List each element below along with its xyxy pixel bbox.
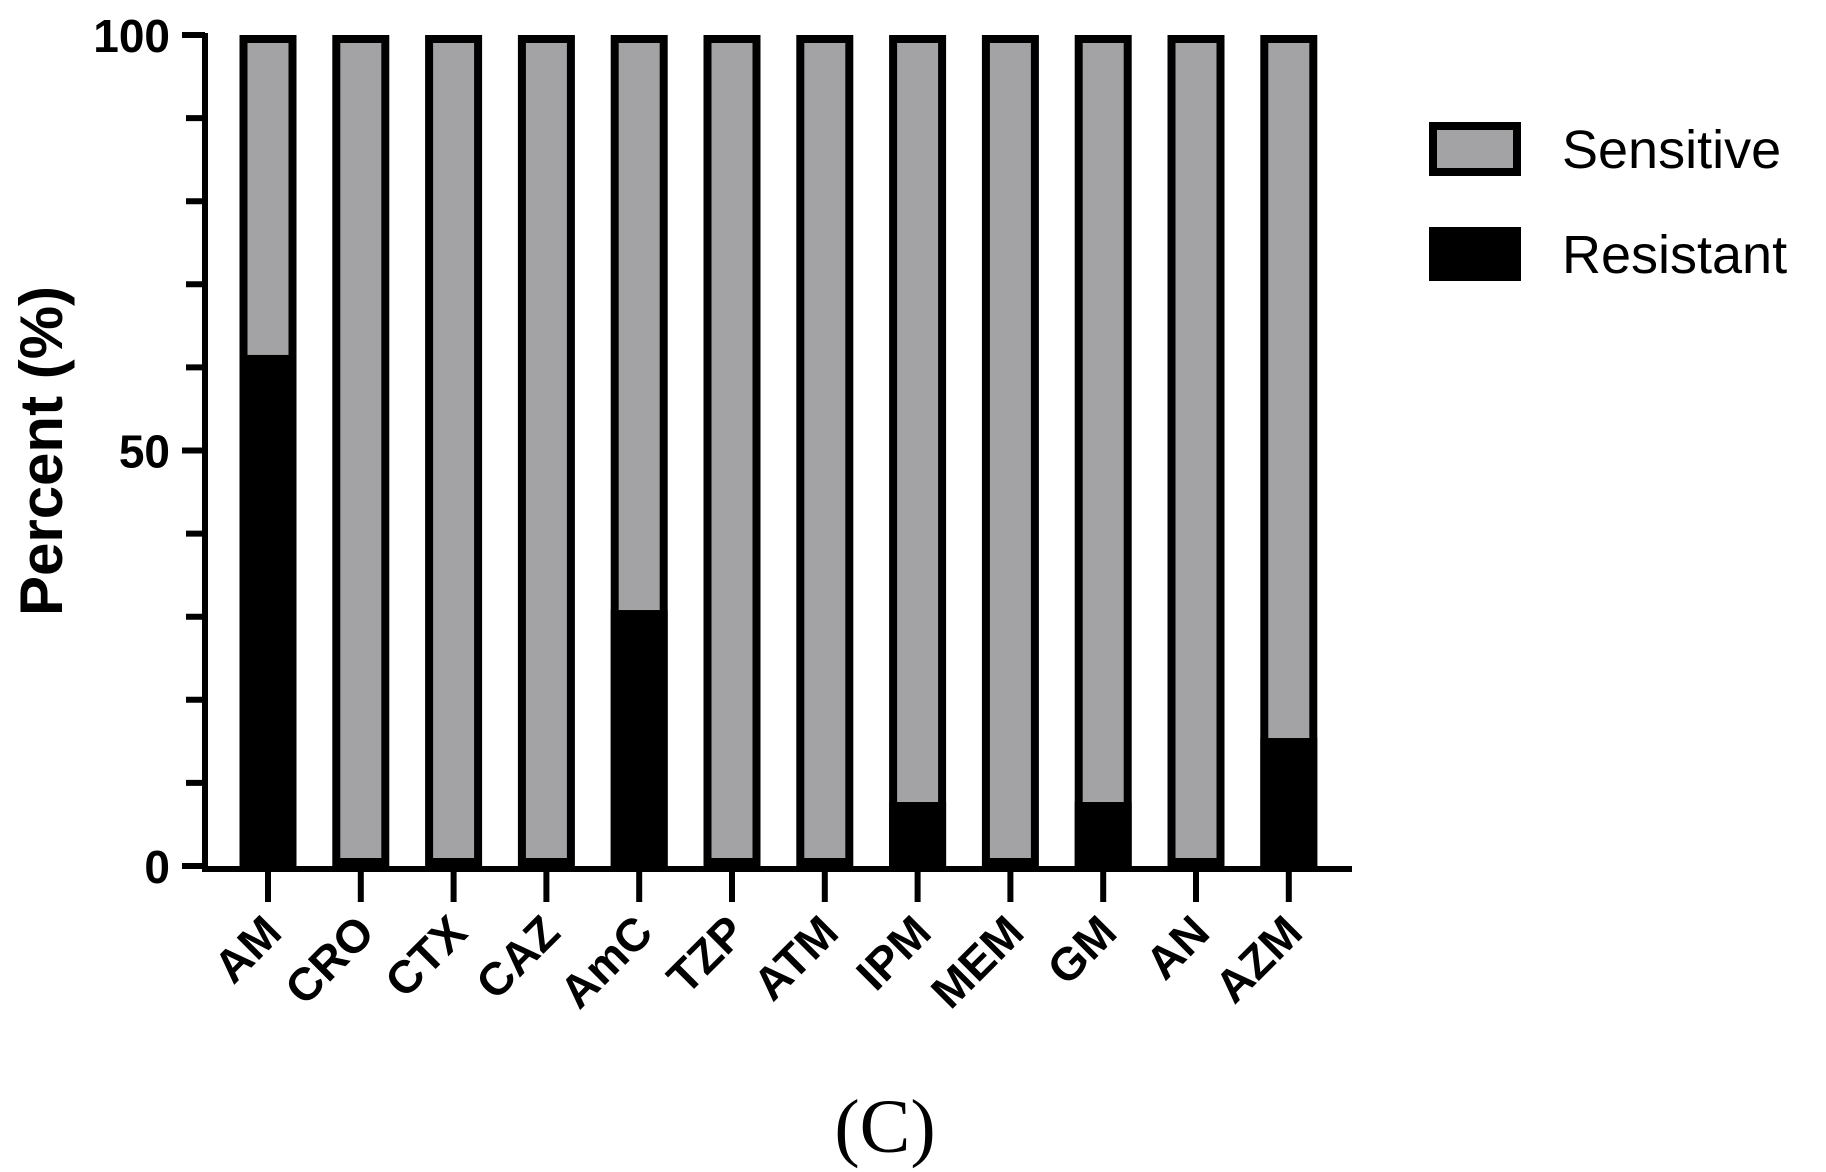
y-tick-label-50: 50 [119, 426, 170, 478]
bar-sensitive-TZP [703, 35, 761, 866]
bar-resistant-AmC [610, 610, 668, 866]
bars-layer [239, 35, 1318, 866]
x-tick-label-CAZ: CAZ [466, 905, 570, 1009]
y-tick-label-100: 100 [93, 10, 170, 62]
legend-swatch-sensitive [1429, 122, 1521, 176]
y-tick-label-0: 0 [144, 841, 170, 893]
bar-sensitive-CTX [425, 35, 483, 866]
x-tick-label-TZP: TZP [657, 905, 755, 1003]
bar-sensitive-GM [1074, 35, 1132, 866]
x-tick-label-AmC: AmC [550, 905, 663, 1018]
bar-sensitive-AN [1167, 35, 1225, 866]
bar-resistant-AM [239, 354, 297, 866]
bar-sensitive-IPM [889, 35, 947, 866]
y-axis-title: Percent (%) [8, 286, 75, 616]
x-tick-label-ATM: ATM [743, 905, 848, 1010]
legend-label-resistant: Resistant [1562, 225, 1787, 285]
x-tick-label-AZM: AZM [1205, 905, 1312, 1012]
x-tick-label-CRO: CRO [275, 905, 384, 1014]
legend: Sensitive Resistant [1429, 120, 1787, 285]
bar-resistant-GM [1074, 802, 1132, 866]
bar-resistant-IPM [889, 802, 947, 866]
bar-sensitive-CRO [332, 35, 390, 866]
x-tick-label-GM: GM [1037, 905, 1126, 994]
bar-sensitive-CAZ [517, 35, 575, 866]
x-tick-label-MEM: MEM [921, 905, 1034, 1018]
panel-label: (C) [834, 1085, 935, 1169]
bar-sensitive-ATM [796, 35, 854, 866]
legend-swatch-resistant [1429, 227, 1521, 281]
legend-label-sensitive: Sensitive [1562, 120, 1781, 180]
bar-resistant-AZM [1260, 738, 1318, 866]
y-ticks-layer: 0 50 100 [93, 10, 205, 893]
x-tick-label-CTX: CTX [375, 905, 477, 1007]
bar-sensitive-MEM [981, 35, 1039, 866]
